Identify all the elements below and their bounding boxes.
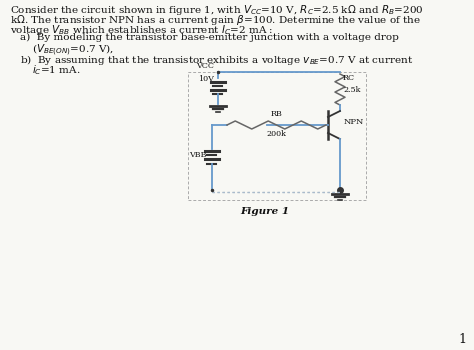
Text: VCC: VCC [196,62,214,70]
Text: RC: RC [343,74,355,82]
Text: a)  By modeling the transistor base-emitter junction with a voltage drop: a) By modeling the transistor base-emitt… [20,33,399,42]
Text: ($V_{BE(ON)}$=0.7 V),: ($V_{BE(ON)}$=0.7 V), [32,43,114,58]
Text: voltage $V_{BB}$ which establishes a current $I_C$=2 mA :: voltage $V_{BB}$ which establishes a cur… [10,23,273,37]
Text: $i_C$=1 mA.: $i_C$=1 mA. [32,63,81,77]
Text: Figure 1: Figure 1 [240,207,290,216]
Text: RB: RB [271,110,283,118]
Text: b)  By assuming that the transistor exhibits a voltage $v_{BE}$=0.7 V at current: b) By assuming that the transistor exhib… [20,53,413,67]
Text: 1: 1 [458,333,466,346]
Text: 2.5k: 2.5k [343,86,361,94]
Text: Consider the circuit shown in figure 1, with $V_{CC}$=10 V, $R_C$=2.5 k$\Omega$ : Consider the circuit shown in figure 1, … [10,3,423,17]
Text: 200k: 200k [266,130,286,138]
Bar [188,72,366,200]
Text: 10V: 10V [198,75,214,83]
Text: NPN: NPN [344,118,365,126]
Text: VBB: VBB [190,151,207,159]
Text: k$\Omega$. The transistor NPN has a current gain $\beta$=100. Determine the valu: k$\Omega$. The transistor NPN has a curr… [10,13,421,27]
